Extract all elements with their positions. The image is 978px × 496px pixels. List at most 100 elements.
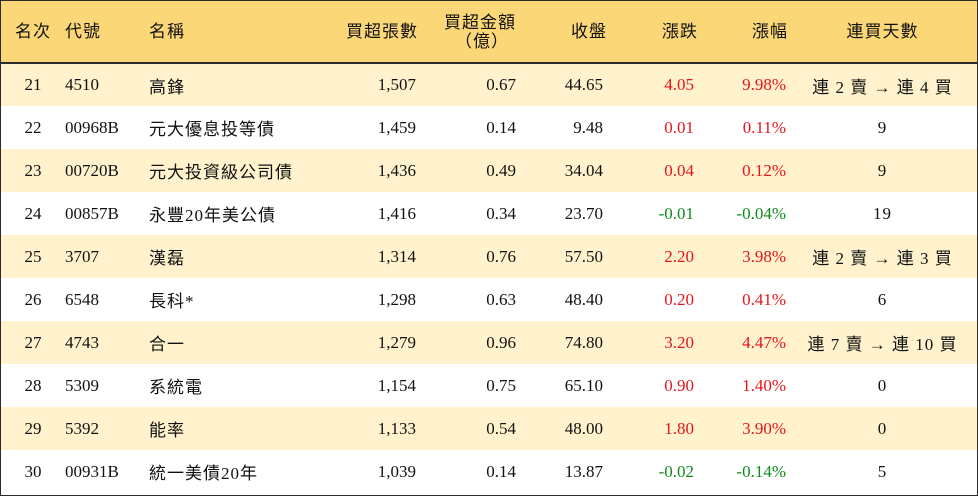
header-net-buy-amount-line1: 買超金額 — [444, 12, 516, 32]
cell-close: 13.87 — [564, 461, 603, 481]
cell-net-buy-amount: 0.14 — [486, 117, 516, 137]
cell-code: 00857B — [65, 203, 119, 223]
header-net-buy-amount-line2: （億） — [455, 31, 509, 51]
cell-close: 74.80 — [564, 332, 603, 352]
header-close: 收盤 — [571, 22, 607, 41]
cell-close: 65.10 — [564, 375, 603, 395]
cell-code: 00720B — [65, 160, 119, 180]
header-change-pct: 漲幅 — [752, 22, 788, 41]
cell-net-buy-amount: 0.76 — [486, 246, 516, 266]
cell-change: -0.01 — [658, 203, 694, 223]
cell-change-pct: 1.40% — [742, 375, 786, 395]
cell-change-pct: 3.98% — [742, 246, 786, 266]
cell-rank: 29 — [24, 418, 42, 438]
cell-close: 48.00 — [564, 418, 603, 438]
cell-net-buy-amount: 0.67 — [486, 75, 516, 94]
cell-change: 4.05 — [664, 75, 694, 94]
cell-change-pct: 3.90% — [742, 418, 786, 438]
table-body: 21 4510 高鋒 1,507 0.67 44.65 4.05 9.98% 連 2 賣 → 連… — [1, 63, 977, 493]
cell-change: 2.20 — [664, 246, 694, 266]
table-header-row: 名次 代號 名稱 買超張數 買超金額 （億） 收盤 漲跌 漲幅 連買天數 — [1, 1, 977, 63]
cell-name: 能率 — [149, 421, 185, 440]
cell-rank: 28 — [24, 375, 42, 395]
table-row: 25 3707 漢磊 1,314 0.76 57.50 2.20 3.98% 連 2 賣 → 連… — [1, 235, 977, 278]
cell-consecutive-days: 連 2 賣 → 連 4 買 — [812, 77, 953, 97]
table-row: 21 4510 高鋒 1,507 0.67 44.65 4.05 9.98% 連 2 賣 → 連… — [1, 63, 977, 106]
cell-net-buy-lots: 1,436 — [377, 160, 416, 180]
cell-close: 44.65 — [564, 75, 603, 94]
cell-rank: 24 — [24, 203, 42, 223]
cell-net-buy-lots: 1,314 — [377, 246, 416, 266]
cell-change-pct: -0.04% — [736, 203, 786, 223]
cell-consecutive-days: 5 — [877, 461, 888, 481]
cell-consecutive-days: 連 2 賣 → 連 3 買 — [812, 249, 953, 268]
cell-change: -0.02 — [658, 461, 694, 481]
cell-rank: 26 — [24, 289, 42, 309]
cell-net-buy-amount: 0.75 — [486, 375, 516, 395]
cell-change: 1.80 — [664, 418, 694, 438]
cell-name: 元大優息投等債 — [149, 120, 275, 139]
cell-name: 統一美債20年 — [149, 464, 258, 483]
cell-net-buy-amount: 0.54 — [486, 418, 516, 438]
cell-change-pct: 0.12% — [742, 160, 786, 180]
table-row: 29 5392 能率 1,133 0.54 48.00 1.80 3.90% 0 — [1, 407, 977, 450]
cell-consecutive-days: 9 — [877, 160, 888, 180]
header-rank: 名次 — [15, 22, 51, 41]
cell-change: 0.20 — [664, 289, 694, 309]
cell-rank: 22 — [24, 117, 42, 137]
cell-change-pct: 9.98% — [742, 75, 786, 94]
header-code: 代號 — [65, 22, 101, 41]
cell-close: 57.50 — [564, 246, 603, 266]
cell-consecutive-days: 0 — [877, 375, 888, 395]
cell-close: 34.04 — [564, 160, 603, 180]
cell-close: 9.48 — [573, 117, 603, 137]
cell-rank: 21 — [24, 75, 42, 94]
cell-code: 4743 — [65, 332, 99, 352]
cell-name: 元大投資級公司債 — [149, 163, 293, 182]
cell-change: 0.01 — [664, 117, 694, 137]
cell-code: 00968B — [65, 117, 119, 137]
cell-close: 48.40 — [564, 289, 603, 309]
cell-code: 3707 — [65, 246, 99, 266]
cell-net-buy-lots: 1,416 — [377, 203, 416, 223]
cell-consecutive-days: 19 — [873, 203, 892, 223]
cell-change-pct: 0.41% — [742, 289, 786, 309]
cell-change-pct: 0.11% — [742, 117, 786, 137]
cell-code: 4510 — [65, 75, 99, 94]
table-row: 27 4743 合一 1,279 0.96 74.80 3.20 4.47% 連 7 賣 → 連… — [1, 321, 977, 364]
cell-net-buy-amount: 0.34 — [486, 203, 516, 223]
cell-net-buy-lots: 1,039 — [377, 461, 416, 481]
cell-code: 00931B — [65, 461, 119, 481]
cell-close: 23.70 — [564, 203, 603, 223]
table-row: 23 00720B 元大投資級公司債 1,436 0.49 34.04 0.04 0.12% 9 — [1, 149, 977, 192]
cell-change: 0.04 — [664, 160, 694, 180]
table-row: 30 00931B 統一美債20年 1,039 0.14 13.87 -0.02 -0.14%… — [1, 450, 977, 493]
cell-net-buy-lots: 1,133 — [377, 418, 416, 438]
cell-change-pct: -0.14% — [736, 461, 786, 481]
cell-rank: 25 — [24, 246, 42, 266]
cell-change: 3.20 — [664, 332, 694, 352]
cell-code: 5392 — [65, 418, 99, 438]
cell-code: 5309 — [65, 375, 99, 395]
cell-rank: 23 — [24, 160, 42, 180]
cell-net-buy-amount: 0.63 — [486, 289, 516, 309]
cell-name: 永豐20年美公債 — [149, 206, 276, 225]
header-net-buy-lots: 買超張數 — [346, 22, 418, 41]
cell-net-buy-amount: 0.49 — [486, 160, 516, 180]
cell-consecutive-days: 9 — [877, 117, 888, 137]
cell-net-buy-amount: 0.96 — [486, 332, 516, 352]
cell-net-buy-lots: 1,459 — [377, 117, 416, 137]
cell-rank: 27 — [24, 332, 42, 352]
cell-change-pct: 4.47% — [742, 332, 786, 352]
cell-net-buy-amount: 0.14 — [486, 461, 516, 481]
header-name: 名稱 — [149, 22, 185, 41]
cell-name: 長科* — [149, 292, 195, 311]
cell-rank: 30 — [24, 461, 42, 481]
cell-net-buy-lots: 1,279 — [377, 332, 416, 352]
cell-name: 系統電 — [149, 378, 203, 397]
table-row: 26 6548 長科* 1,298 0.63 48.40 0.20 0.41% 6 — [1, 278, 977, 321]
table-row: 24 00857B 永豐20年美公債 1,416 0.34 23.70 -0.01 -0.04… — [1, 192, 977, 235]
header-change: 漲跌 — [662, 22, 698, 41]
